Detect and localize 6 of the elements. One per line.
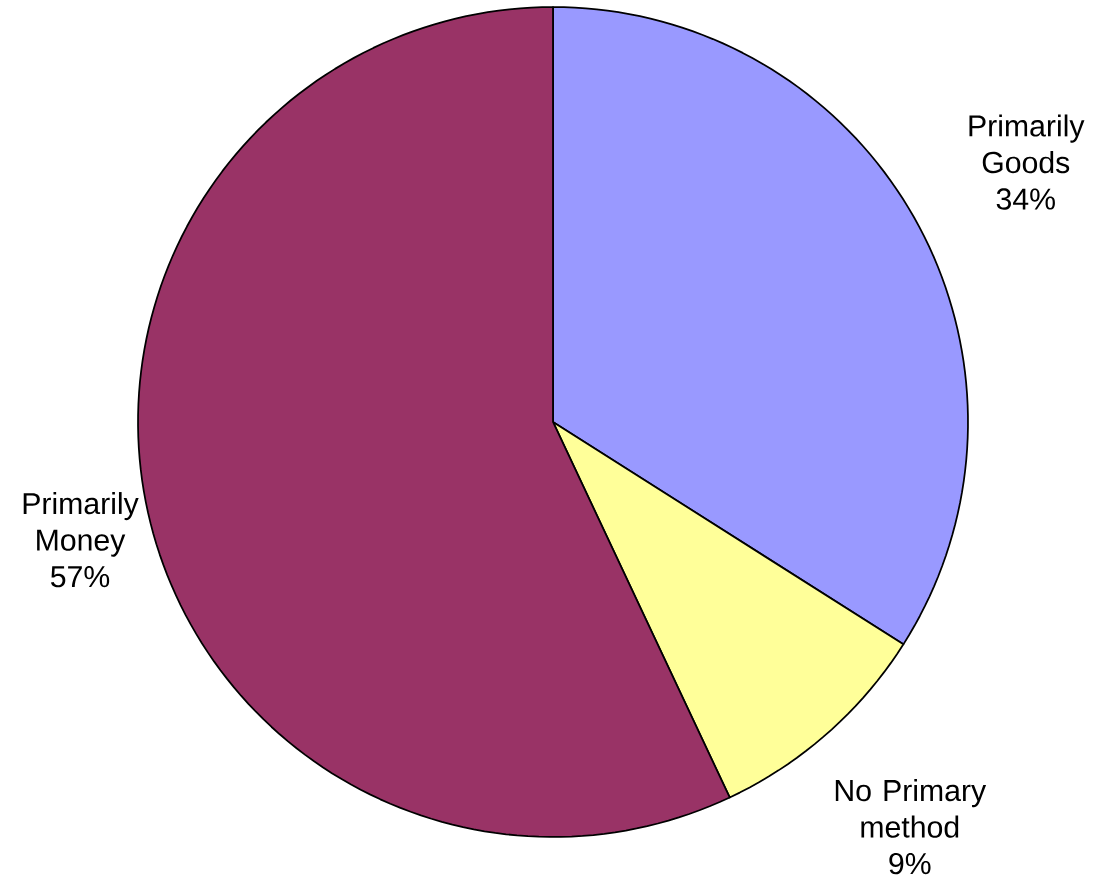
data-label: 34% bbox=[996, 188, 1055, 210]
slice-label: No Primary method bbox=[835, 779, 987, 838]
data-label: 57% bbox=[50, 566, 110, 588]
slice-label: Primarily Money bbox=[23, 492, 139, 557]
data-label: 9% bbox=[889, 852, 931, 875]
slice-label: Primarily Goods bbox=[969, 114, 1085, 174]
